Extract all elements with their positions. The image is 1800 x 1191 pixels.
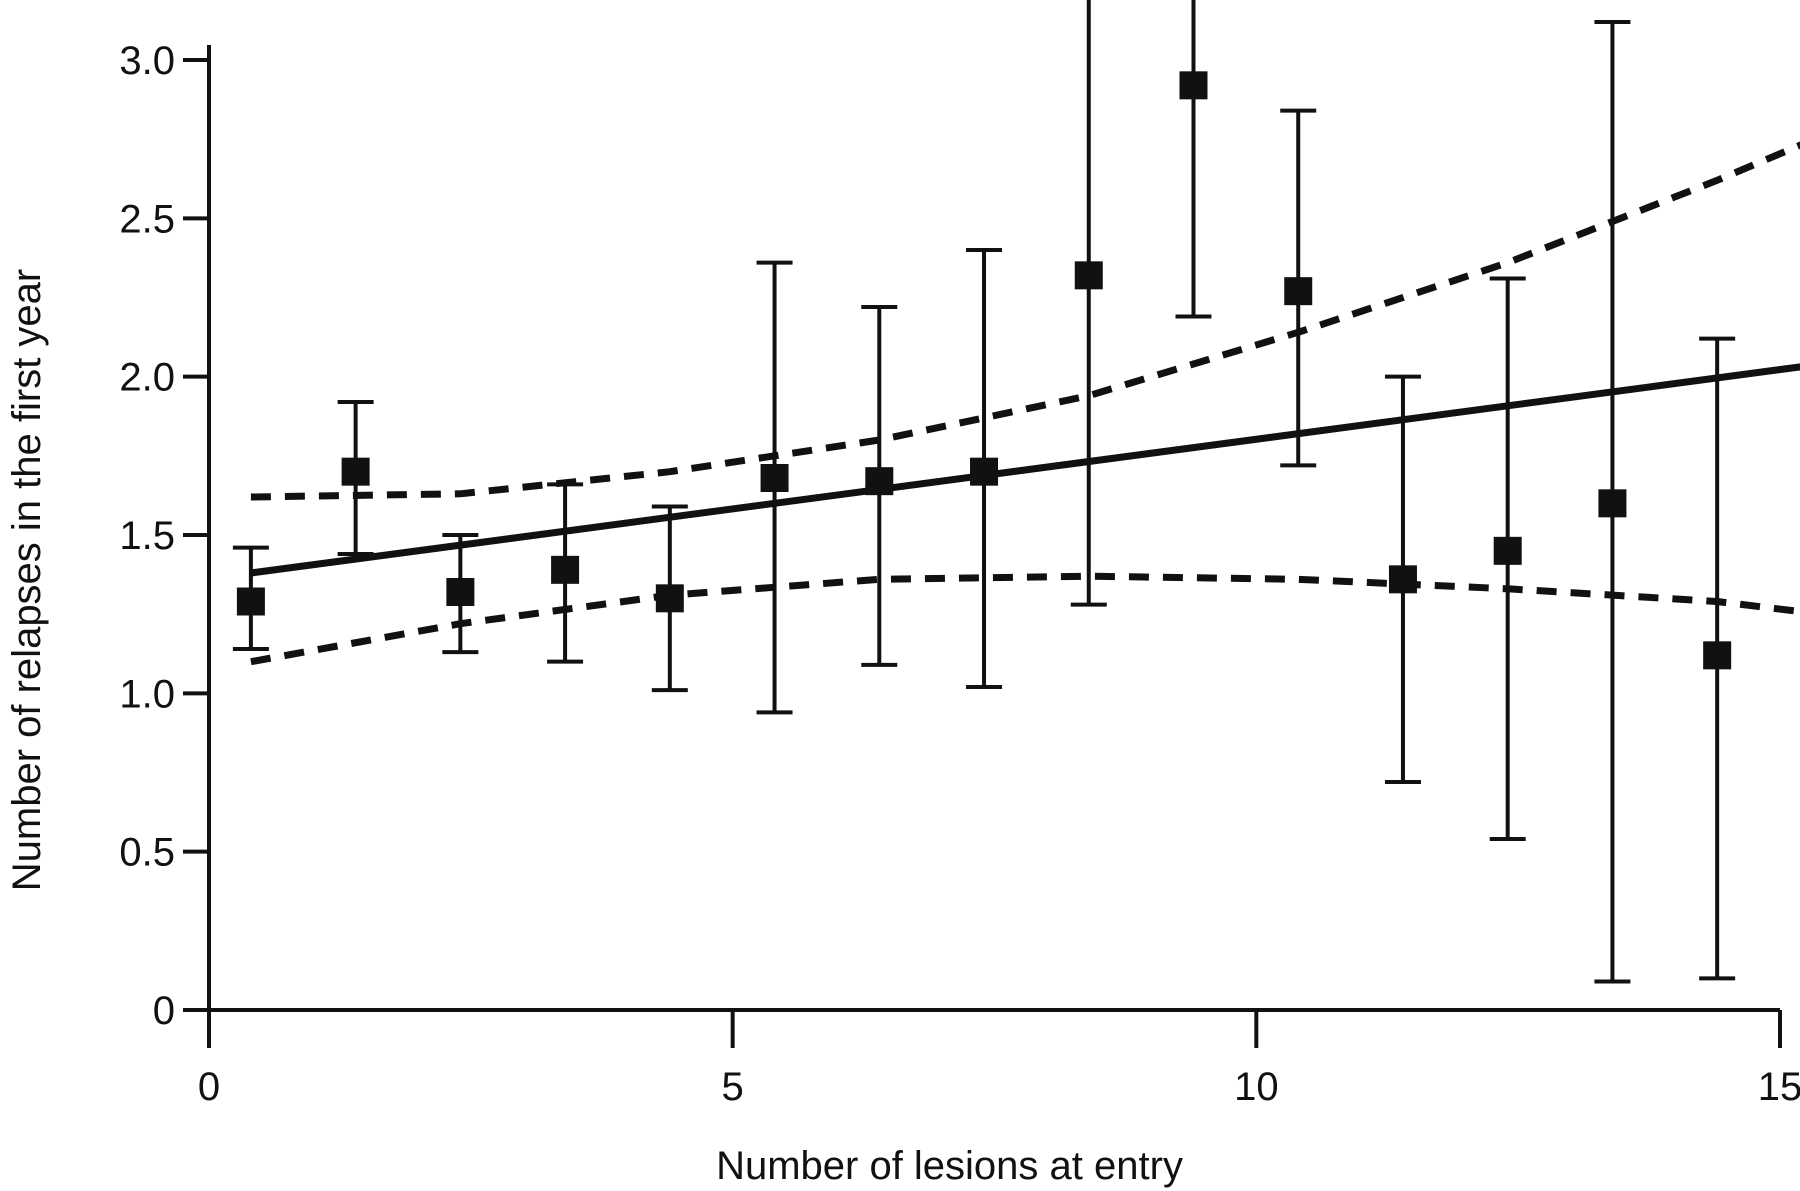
data-point bbox=[446, 578, 475, 606]
data-point bbox=[1388, 565, 1417, 594]
data-point bbox=[1598, 489, 1627, 518]
data-point bbox=[551, 555, 580, 584]
data-point bbox=[1074, 261, 1103, 290]
x-tick-label: 10 bbox=[1234, 1065, 1279, 1109]
y-tick-label: 3.0 bbox=[119, 39, 175, 83]
y-tick-label: 0 bbox=[153, 989, 175, 1033]
x-tick-label: 0 bbox=[198, 1065, 220, 1109]
y-tick-label: 1.0 bbox=[119, 672, 175, 716]
data-point bbox=[236, 587, 265, 616]
data-point bbox=[1179, 71, 1208, 100]
x-axis-title: Number of lesions at entry bbox=[716, 1144, 1183, 1188]
plot-area: 0 0.5 1.0 1.5 2.0 2.5 3.0 0 5 10 15 bbox=[119, 0, 1800, 1109]
x-tick-label: 15 bbox=[1758, 1065, 1800, 1109]
y-tick-label: 1.5 bbox=[119, 514, 175, 558]
confidence-upper-line bbox=[250, 141, 1800, 501]
data-point bbox=[970, 457, 999, 486]
y-tick-label: 2.0 bbox=[119, 356, 175, 400]
data-point bbox=[655, 584, 684, 613]
data-point bbox=[865, 467, 894, 496]
x-tick-label: 5 bbox=[722, 1065, 744, 1109]
data-point bbox=[760, 464, 789, 492]
data-point bbox=[341, 457, 370, 486]
data-point bbox=[1493, 536, 1522, 565]
y-axis-title: Number of relapses in the first year bbox=[5, 269, 49, 891]
confidence-lower-line bbox=[250, 572, 1800, 666]
fit-line bbox=[250, 363, 1800, 577]
y-tick-label: 0.5 bbox=[119, 831, 175, 875]
y-tick-label: 2.5 bbox=[119, 197, 175, 241]
data-point bbox=[1703, 641, 1732, 670]
data-point bbox=[1284, 277, 1313, 306]
